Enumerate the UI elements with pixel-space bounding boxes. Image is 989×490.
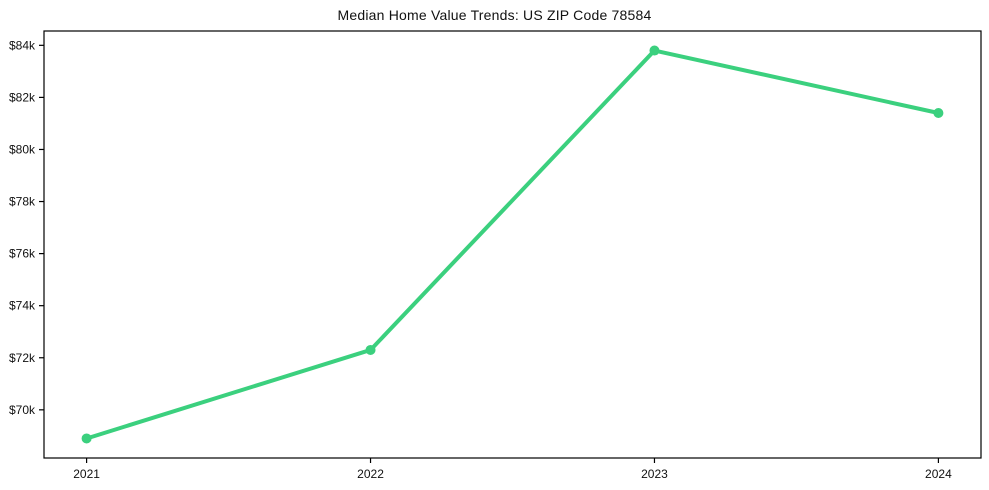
y-tick-label: $78k	[9, 195, 36, 209]
chart-title: Median Home Value Trends: US ZIP Code 78…	[337, 7, 652, 23]
data-point-marker	[81, 433, 92, 444]
series-line	[84, 48, 941, 441]
x-tick-label: 2021	[73, 467, 100, 481]
x-tick-label: 2022	[357, 467, 384, 481]
y-tick-label: $72k	[9, 351, 36, 365]
data-point-marker	[649, 45, 660, 56]
y-tick-label: $82k	[9, 90, 36, 104]
y-tick-label: $70k	[9, 403, 36, 417]
y-tick-label: $76k	[9, 247, 36, 261]
x-tick-label: 2023	[641, 467, 668, 481]
plot-border	[43, 30, 982, 459]
data-point-marker	[933, 108, 944, 119]
data-point-marker	[365, 344, 376, 355]
y-tick-label: $80k	[9, 142, 36, 156]
y-tick-label: $74k	[9, 299, 36, 313]
x-tick-label: 2024	[925, 467, 952, 481]
y-tick-label: $84k	[9, 38, 36, 52]
